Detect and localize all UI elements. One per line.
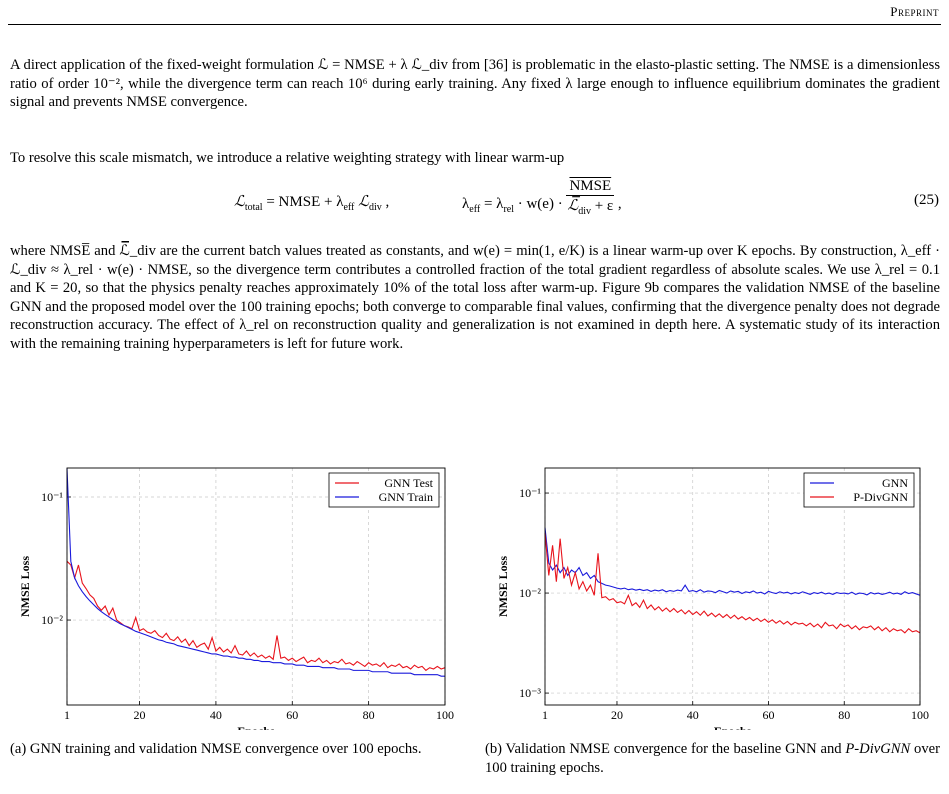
y-tick-label: 10⁻¹ xyxy=(41,490,63,504)
paragraph: To resolve this scale mismatch, we intro… xyxy=(10,150,565,166)
x-tick-label: 20 xyxy=(134,708,146,722)
eq-sym: ℒ̅ xyxy=(567,198,579,214)
data-line xyxy=(544,532,921,634)
equation: ℒtotal = NMSE + λeff ℒdiv , λeff = λrel … xyxy=(0,178,949,224)
x-tick-label: 100 xyxy=(911,708,929,722)
y-tick-label: 10⁻² xyxy=(519,586,541,600)
paragraph: A direct application of the fixed-weight… xyxy=(10,57,940,110)
eq-sub: eff xyxy=(343,202,355,213)
x-tick-label: 60 xyxy=(286,708,298,722)
y-axis-label: NMSE Loss xyxy=(18,556,32,617)
legend-label: GNN Test xyxy=(384,476,433,490)
y-tick-label: 10⁻¹ xyxy=(519,486,541,500)
x-tick-label: 40 xyxy=(687,708,699,722)
equation-number: (25) xyxy=(914,192,939,208)
legend-label: P-DivGNN xyxy=(853,490,908,504)
x-tick-label: 40 xyxy=(210,708,222,722)
x-tick-label: 60 xyxy=(762,708,774,722)
data-line xyxy=(66,468,445,677)
eq-sub: rel xyxy=(503,203,514,215)
x-tick-label: 100 xyxy=(436,708,454,722)
caption-text: (b) Validation NMSE convergence for the … xyxy=(485,741,846,757)
eq-sub: eff xyxy=(469,203,481,215)
paragraph: where NMSE̅ and ℒ̅_div are the current b… xyxy=(10,243,940,352)
denominator: ℒ̅div + ε xyxy=(567,196,613,217)
eq-sym: λ xyxy=(462,195,470,212)
eq-text: = NMSE + λ xyxy=(262,194,344,210)
figures: 1 20 40 60 80 100 10⁻¹ 10⁻² Epochs NMSE Loss GNN T… xyxy=(18,467,929,730)
caption-text: over 100 training epochs. xyxy=(485,741,940,776)
legend-label: GNN xyxy=(882,476,908,490)
eq-text: + ε xyxy=(590,198,614,214)
numerator: NMSE xyxy=(566,178,615,196)
eq-sub: div xyxy=(368,202,382,213)
eq-sym: ℒ xyxy=(234,194,245,210)
x-tick-label: 80 xyxy=(838,708,850,722)
data-line xyxy=(66,560,446,672)
eq-text: = λ xyxy=(480,195,504,212)
caption: (b) Validation NMSE convergence for the … xyxy=(485,740,940,777)
x-tick-label: 1 xyxy=(542,708,548,722)
eq-sub: div xyxy=(578,206,591,217)
plot-frame xyxy=(66,467,446,706)
fraction: NMSE ℒ̅div + ε xyxy=(566,178,615,217)
y-axis-label: NMSE Loss xyxy=(496,556,510,617)
x-axis-label: Epochs xyxy=(237,724,275,730)
x-axis-label: Epochs xyxy=(714,724,752,730)
caption: (a) GNN training and validation NMSE con… xyxy=(10,741,422,757)
x-tick-label: 1 xyxy=(64,708,70,722)
eq-sym: ℒ xyxy=(354,194,369,210)
eq-sub: total xyxy=(244,202,263,213)
y-tick-label: 10⁻² xyxy=(41,613,63,627)
data-line xyxy=(544,527,921,596)
x-tick-label: 20 xyxy=(611,708,623,722)
eq-text: , xyxy=(614,195,622,212)
running-header: Preprint xyxy=(890,4,939,19)
legend-box xyxy=(328,472,440,508)
x-tick-label: 80 xyxy=(363,708,375,722)
y-tick-label: 10⁻³ xyxy=(519,686,541,700)
equation-left: ℒtotal = NMSE + λeff ℒdiv , xyxy=(234,192,389,213)
legend-label: GNN Train xyxy=(379,490,433,504)
eq-text: · w(e) · xyxy=(513,195,567,212)
equation-right: λeff = λrel · w(e) · NMSE ℒ̅div + ε , xyxy=(462,178,622,217)
legend-box xyxy=(803,472,915,508)
header-rule xyxy=(8,24,941,25)
caption-em: P-DivGNN xyxy=(845,741,911,757)
eq-text: , xyxy=(381,194,390,210)
plot-frame xyxy=(544,467,921,706)
